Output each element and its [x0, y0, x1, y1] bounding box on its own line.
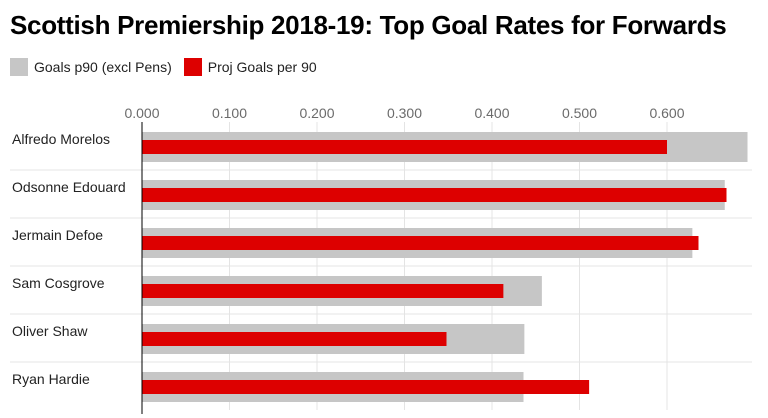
category-label: Ryan Hardie	[12, 371, 90, 387]
x-tick-label: 0.200	[299, 105, 334, 121]
x-tick-label: 0.000	[124, 105, 159, 121]
bar-proj-goals	[142, 188, 727, 202]
x-tick-label: 0.400	[474, 105, 509, 121]
category-label: Odsonne Edouard	[12, 179, 126, 195]
legend-item-proj-goals: Proj Goals per 90	[183, 58, 317, 76]
chart-title: Scottish Premiership 2018-19: Top Goal R…	[10, 10, 727, 40]
category-label: Sam Cosgrove	[12, 275, 105, 291]
legend-item-goals-p90: Goals p90 (excl Pens)	[10, 58, 172, 76]
legend-swatch-proj-goals	[183, 58, 202, 76]
x-tick-label: 0.600	[649, 105, 684, 121]
x-tick-label: 0.500	[562, 105, 597, 121]
bar-proj-goals	[142, 236, 699, 250]
category-label: Jermain Defoe	[12, 227, 103, 243]
x-tick-label: 0.300	[387, 105, 422, 121]
category-label: Oliver Shaw	[12, 323, 88, 339]
legend-label-goals-p90: Goals p90 (excl Pens)	[34, 59, 172, 75]
bar-proj-goals	[142, 140, 667, 154]
legend: Goals p90 (excl Pens) Proj Goals per 90	[10, 58, 329, 76]
bar-proj-goals	[142, 284, 504, 298]
bar-proj-goals	[142, 380, 590, 394]
bar-proj-goals	[142, 332, 447, 346]
legend-label-proj-goals: Proj Goals per 90	[207, 59, 317, 75]
x-tick-label: 0.100	[212, 105, 247, 121]
legend-swatch-goals-p90	[10, 58, 28, 76]
category-label: Alfredo Morelos	[12, 131, 110, 147]
